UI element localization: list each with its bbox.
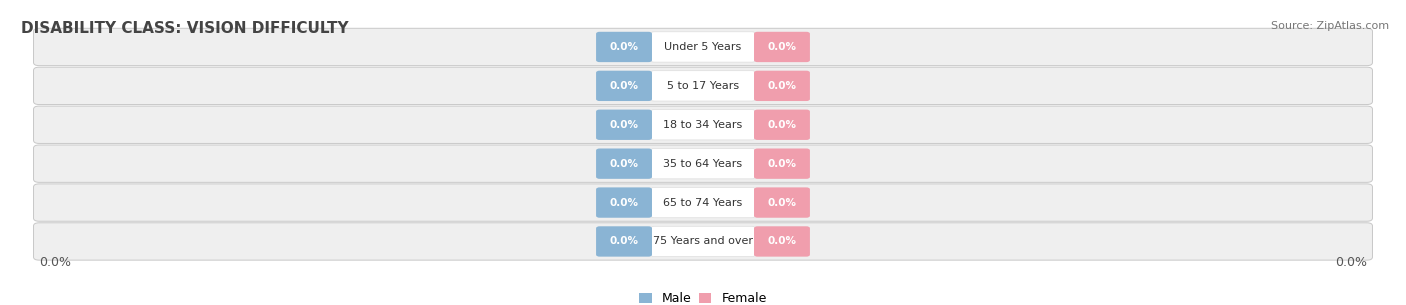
Text: 0.0%: 0.0% xyxy=(39,257,72,269)
FancyBboxPatch shape xyxy=(754,187,810,218)
FancyBboxPatch shape xyxy=(651,149,755,179)
Text: 0.0%: 0.0% xyxy=(610,236,638,246)
Text: 5 to 17 Years: 5 to 17 Years xyxy=(666,81,740,91)
Text: 35 to 64 Years: 35 to 64 Years xyxy=(664,159,742,169)
FancyBboxPatch shape xyxy=(651,226,755,257)
Text: Under 5 Years: Under 5 Years xyxy=(665,42,741,52)
FancyBboxPatch shape xyxy=(34,145,1372,182)
Text: 0.0%: 0.0% xyxy=(768,159,796,169)
Text: 0.0%: 0.0% xyxy=(768,81,796,91)
FancyBboxPatch shape xyxy=(34,184,1372,221)
FancyBboxPatch shape xyxy=(651,109,755,140)
Text: Source: ZipAtlas.com: Source: ZipAtlas.com xyxy=(1271,21,1389,31)
FancyBboxPatch shape xyxy=(34,28,1372,66)
Text: 65 to 74 Years: 65 to 74 Years xyxy=(664,198,742,208)
Text: 75 Years and over: 75 Years and over xyxy=(652,236,754,246)
FancyBboxPatch shape xyxy=(651,32,755,62)
FancyBboxPatch shape xyxy=(34,106,1372,143)
Text: 0.0%: 0.0% xyxy=(610,159,638,169)
FancyBboxPatch shape xyxy=(754,71,810,101)
FancyBboxPatch shape xyxy=(596,71,652,101)
Legend: Male, Female: Male, Female xyxy=(640,292,766,305)
FancyBboxPatch shape xyxy=(596,32,652,62)
FancyBboxPatch shape xyxy=(34,67,1372,105)
FancyBboxPatch shape xyxy=(754,226,810,257)
Text: 0.0%: 0.0% xyxy=(610,81,638,91)
FancyBboxPatch shape xyxy=(596,149,652,179)
FancyBboxPatch shape xyxy=(754,109,810,140)
FancyBboxPatch shape xyxy=(596,226,652,257)
Text: 0.0%: 0.0% xyxy=(768,198,796,208)
FancyBboxPatch shape xyxy=(596,187,652,218)
Text: 18 to 34 Years: 18 to 34 Years xyxy=(664,120,742,130)
FancyBboxPatch shape xyxy=(754,32,810,62)
Text: 0.0%: 0.0% xyxy=(768,42,796,52)
Text: 0.0%: 0.0% xyxy=(610,198,638,208)
Text: 0.0%: 0.0% xyxy=(610,120,638,130)
Text: 0.0%: 0.0% xyxy=(1334,257,1367,269)
FancyBboxPatch shape xyxy=(596,109,652,140)
FancyBboxPatch shape xyxy=(651,187,755,218)
FancyBboxPatch shape xyxy=(651,71,755,101)
Text: 0.0%: 0.0% xyxy=(768,236,796,246)
Text: 0.0%: 0.0% xyxy=(610,42,638,52)
Text: 0.0%: 0.0% xyxy=(768,120,796,130)
FancyBboxPatch shape xyxy=(754,149,810,179)
FancyBboxPatch shape xyxy=(34,223,1372,260)
Text: DISABILITY CLASS: VISION DIFFICULTY: DISABILITY CLASS: VISION DIFFICULTY xyxy=(21,21,349,36)
